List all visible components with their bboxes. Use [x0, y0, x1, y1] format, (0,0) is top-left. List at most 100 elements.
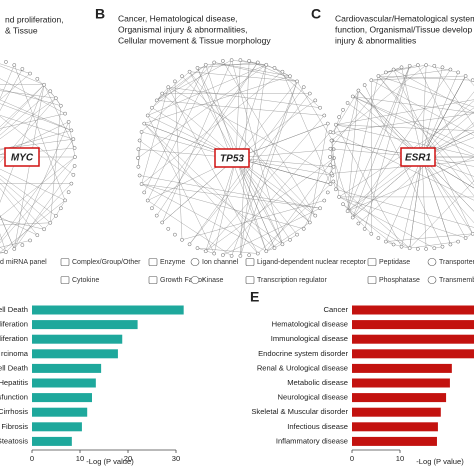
network-edge [0, 63, 31, 74]
network-edge [0, 78, 66, 114]
network-node [313, 98, 318, 103]
legend-label: Transmembr [439, 277, 474, 284]
network-edge [371, 69, 451, 81]
network-edge [0, 156, 76, 218]
network-node [328, 146, 333, 151]
network-edge [14, 84, 45, 249]
network-edge [421, 156, 474, 177]
bar [352, 393, 447, 403]
network-edge [0, 90, 56, 99]
network-node [322, 113, 327, 118]
network-edge [141, 183, 321, 209]
network-edge [14, 64, 66, 201]
bar [32, 349, 118, 359]
network-edge [421, 156, 474, 167]
network-edge [0, 103, 72, 131]
network-edge [0, 88, 61, 106]
category-label: ell Death [0, 305, 28, 314]
network-edge [385, 64, 427, 73]
network-node [150, 105, 154, 110]
network-edge [347, 156, 474, 212]
category-label: Inflammatory disease [276, 436, 348, 445]
category-label: rcinoma [1, 349, 29, 358]
network-node [280, 69, 285, 74]
network-node [58, 103, 63, 108]
network-node [440, 244, 445, 249]
network-edge [141, 183, 304, 230]
panel-title: Organismal injury & abnormalities, [118, 24, 247, 34]
network-edge [385, 233, 473, 242]
network-node [328, 182, 333, 186]
network-edge [0, 233, 7, 253]
category-label: Renal & Urological disease [257, 363, 348, 372]
network-edge [235, 157, 331, 185]
network-edge [378, 75, 473, 81]
network-node [136, 156, 140, 160]
legend-label: Peptidase [379, 259, 410, 266]
legend-icon [367, 276, 377, 284]
network-edge [352, 65, 410, 218]
bar [32, 363, 102, 373]
network-edge [0, 64, 15, 100]
network-node [139, 130, 144, 134]
network-node [391, 67, 396, 72]
network-node [54, 213, 58, 218]
network-edge [330, 140, 333, 185]
network-node [195, 246, 200, 250]
bar [352, 407, 441, 417]
network-node [203, 62, 208, 67]
x-axis-label: -Log (P value) [416, 457, 464, 466]
network-node [288, 74, 292, 79]
network-node [229, 254, 234, 258]
network-edge [434, 65, 474, 127]
network-node [301, 226, 306, 231]
network-edge [333, 109, 344, 133]
network-edge [378, 75, 474, 186]
network-node [142, 190, 147, 195]
network-edge [205, 115, 325, 252]
network-edge [0, 222, 51, 226]
network-edge [231, 60, 283, 245]
network-node [247, 59, 252, 63]
network-edge [162, 93, 237, 159]
network-edge [266, 222, 310, 252]
network-node [212, 251, 217, 256]
network-edge [235, 149, 334, 159]
legend-icon [427, 258, 437, 266]
network-edge [409, 156, 423, 249]
network-node [448, 67, 453, 72]
network-edge [335, 189, 474, 228]
network-edge [214, 62, 291, 77]
network-node [220, 253, 225, 257]
network-node [58, 206, 63, 211]
network-edge [147, 62, 215, 201]
network-node [71, 173, 76, 177]
network-node [180, 237, 184, 242]
network-edge [141, 183, 267, 252]
legend-icon [190, 276, 200, 284]
network-edge [235, 157, 283, 245]
panel-title: function, Organismal/Tissue develop [335, 24, 472, 34]
x-tick-label: 0 [350, 454, 354, 463]
network-node [69, 181, 74, 186]
network-edge [339, 196, 466, 239]
network-edge [0, 216, 38, 236]
network-edge [352, 69, 451, 218]
network-node [20, 67, 25, 71]
network-node [272, 246, 277, 250]
network-node [187, 69, 192, 74]
network-edge [240, 64, 267, 256]
category-label: oliferation [0, 320, 28, 329]
network-edge [333, 113, 474, 133]
network-edge [156, 64, 206, 101]
network-edge [0, 73, 31, 101]
network-node [4, 60, 8, 64]
bar [352, 349, 474, 359]
network-edge [0, 91, 51, 136]
network-node [136, 147, 141, 152]
network-edge [347, 90, 359, 212]
network-node [247, 253, 252, 257]
network-node [35, 233, 40, 238]
network-node [229, 58, 234, 62]
legend-icon [367, 258, 377, 266]
